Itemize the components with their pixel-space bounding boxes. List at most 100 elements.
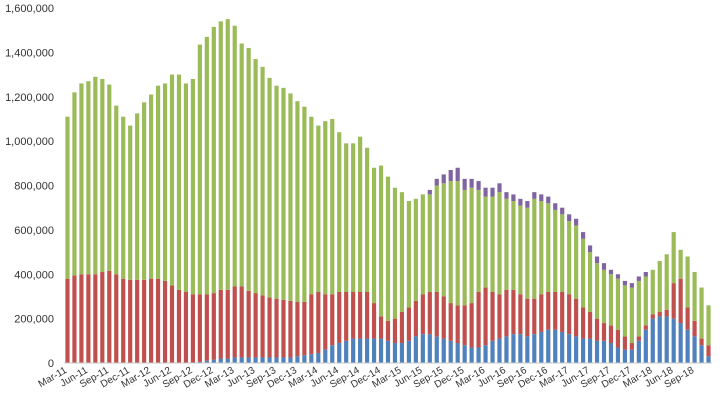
- y-tick-label: 1,200,000: [5, 92, 54, 104]
- bar-segment-series-4: [560, 207, 565, 215]
- bar-segment-series-1: [504, 336, 509, 364]
- bar-segment-series-4: [574, 218, 579, 226]
- bars-layer: [65, 19, 711, 364]
- bar-segment-series-1: [246, 357, 251, 363]
- bar-segment-series-1: [587, 338, 593, 363]
- bar-segment-series-3: [671, 232, 676, 284]
- bar-segment-series-3: [351, 143, 356, 292]
- bar-segment-series-3: [155, 85, 161, 279]
- bar-segment-series-1: [309, 354, 314, 364]
- bar-segment-series-1: [657, 316, 662, 363]
- bar-segment-series-2: [114, 274, 119, 363]
- bar-segment-series-2: [532, 298, 537, 335]
- bar-segment-series-2: [135, 279, 140, 363]
- bar-segment-series-1: [267, 357, 272, 363]
- bar-segment-series-3: [587, 252, 593, 312]
- bar-segment-series-3: [511, 201, 516, 290]
- bar-segment-series-3: [183, 83, 189, 292]
- bar-segment-series-3: [267, 77, 272, 298]
- bar-segment-series-3: [232, 25, 237, 287]
- bar-segment-series-1: [490, 340, 495, 363]
- bar-segment-series-1: [553, 329, 558, 363]
- bar-segment-series-3: [225, 19, 230, 290]
- bar-segment-series-2: [608, 325, 614, 344]
- bar-segment-series-1: [330, 345, 335, 363]
- bar-segment-series-3: [518, 205, 523, 295]
- bar-segment-series-3: [664, 254, 669, 310]
- bar-segment-series-1: [664, 316, 669, 363]
- bar-segment-series-2: [204, 294, 209, 361]
- bar-segment-series-4: [483, 187, 488, 197]
- bar-segment-series-3: [358, 136, 363, 292]
- bar-segment-series-2: [657, 311, 662, 317]
- bar-segment-series-2: [671, 283, 676, 319]
- bar-segment-series-2: [211, 293, 216, 360]
- bar-segment-series-2: [469, 303, 474, 348]
- bar-segment-series-3: [142, 102, 147, 280]
- bar-segment-series-2: [385, 320, 391, 341]
- bar-segment-series-3: [560, 214, 565, 292]
- bar-segment-series-2: [420, 294, 425, 335]
- bar-segment-series-3: [469, 187, 474, 304]
- bar-segment-series-4: [525, 201, 530, 208]
- bar-segment-series-4: [427, 189, 432, 195]
- bar-segment-series-1: [371, 338, 377, 363]
- bar-segment-series-2: [574, 298, 579, 337]
- bar-segment-series-4: [608, 269, 614, 275]
- bar-segment-series-3: [260, 66, 265, 296]
- y-tick-label: 1,400,000: [5, 47, 54, 59]
- bar-segment-series-4: [629, 283, 634, 288]
- bar-segment-series-2: [476, 292, 481, 348]
- bar-segment-series-1: [378, 338, 384, 363]
- bar-segment-series-1: [636, 340, 641, 363]
- bar-segment-series-1: [441, 338, 446, 363]
- bar-segment-series-1: [323, 349, 328, 363]
- bar-segment-series-3: [546, 203, 551, 292]
- bar-segment-series-2: [149, 278, 154, 363]
- bar-segment-series-3: [323, 121, 328, 295]
- bar-segment-series-2: [427, 292, 432, 335]
- bar-segment-series-2: [295, 301, 300, 357]
- bar-segment-series-2: [316, 292, 321, 354]
- bar-segment-series-1: [601, 340, 607, 363]
- bar-segment-series-4: [567, 214, 572, 221]
- bar-segment-series-2: [483, 287, 488, 346]
- bar-segment-series-4: [476, 181, 481, 190]
- bar-segment-series-3: [706, 305, 711, 346]
- bar-segment-series-2: [190, 294, 195, 363]
- bar-segment-series-2: [567, 294, 572, 335]
- bar-segment-series-3: [93, 76, 98, 275]
- bar-segment-series-3: [344, 143, 349, 292]
- bar-segment-series-4: [594, 256, 600, 264]
- bar-segment-series-1: [581, 338, 586, 363]
- bar-segment-series-3: [497, 192, 502, 295]
- bar-segment-series-3: [399, 192, 405, 312]
- bar-segment-series-2: [176, 289, 182, 363]
- bar-segment-series-2: [246, 290, 251, 358]
- bar-segment-series-1: [420, 334, 425, 363]
- bar-segment-series-2: [107, 270, 112, 363]
- bar-segment-series-2: [142, 279, 147, 363]
- bar-segment-series-2: [699, 338, 704, 346]
- bar-segment-series-2: [351, 292, 356, 339]
- y-axis: 0 200,000 400,000 600,000 800,000 1,000,000 1,…: [5, 3, 54, 370]
- bar-segment-series-4: [441, 174, 446, 184]
- bar-segment-series-2: [392, 318, 398, 344]
- bar-segment-series-1: [608, 343, 614, 363]
- bar-segment-series-3: [413, 198, 418, 301]
- bar-segment-series-3: [197, 44, 202, 295]
- bar-segment-series-1: [239, 357, 244, 363]
- bar-segment-series-3: [239, 43, 244, 287]
- bar-segment-series-1: [218, 358, 223, 363]
- bar-segment-series-2: [288, 300, 293, 358]
- bar-segment-series-1: [560, 331, 565, 363]
- bar-segment-series-3: [385, 176, 391, 321]
- bar-segment-series-2: [629, 343, 634, 350]
- bar-segment-series-2: [490, 292, 495, 341]
- y-tick-label: 400,000: [14, 269, 54, 281]
- bar-segment-series-3: [169, 74, 175, 286]
- bar-segment-series-3: [678, 249, 683, 279]
- bar-segment-series-1: [629, 349, 634, 363]
- bar-segment-series-3: [434, 185, 439, 292]
